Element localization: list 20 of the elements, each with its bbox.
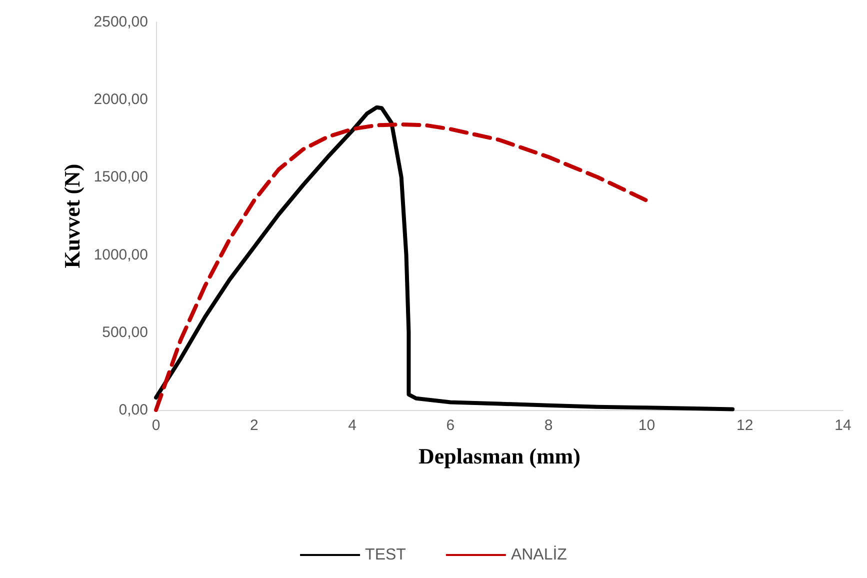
x-tick-label: 0 — [152, 417, 160, 434]
x-tick-label: 14 — [834, 417, 852, 434]
x-axis-title: Deplasman (mm) — [418, 444, 580, 468]
y-axis-title: Kuvvet (N) — [59, 164, 84, 268]
x-tick-label: 4 — [348, 417, 356, 434]
line-series — [154, 105, 735, 412]
x-tick-label: 12 — [736, 417, 754, 434]
y-tick-label: 2000,00 — [94, 91, 148, 108]
x-tick-label: 2 — [250, 417, 258, 434]
y-tick-label: 500,00 — [102, 324, 148, 341]
y-tick-label: 1000,00 — [94, 246, 148, 264]
x-tick-label: 10 — [638, 417, 656, 434]
y-tick-label: 1500,00 — [94, 168, 148, 186]
x-tick-label: 8 — [544, 417, 553, 434]
y-tick-label: 0,00 — [118, 402, 148, 418]
x-tick-label: 6 — [446, 417, 455, 434]
y-tick-label: 2500,00 — [94, 14, 148, 30]
line-series — [154, 122, 649, 412]
legend-label: TEST — [365, 546, 406, 564]
legend-label: ANALİZ — [510, 546, 568, 564]
